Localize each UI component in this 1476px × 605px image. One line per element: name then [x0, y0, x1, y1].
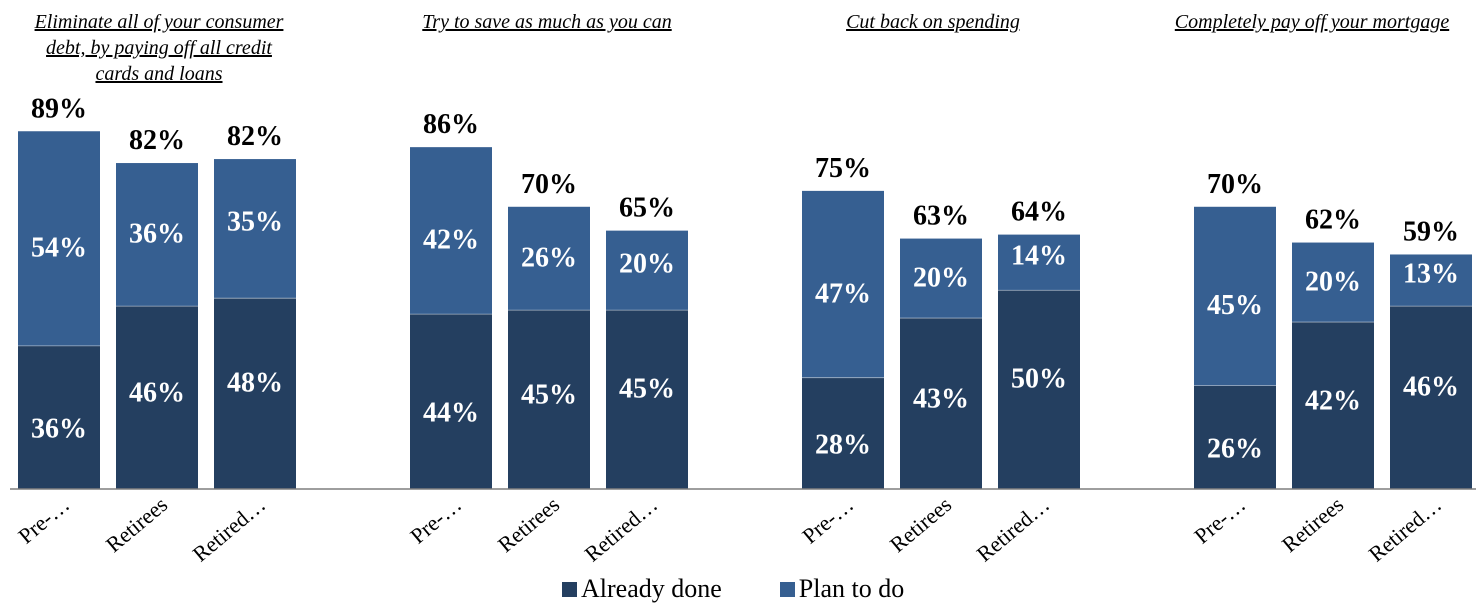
bar-plan-to-do — [18, 131, 100, 346]
data-label-already-done: 45% — [521, 380, 577, 411]
bar-already-done — [1292, 322, 1374, 489]
group-title-3-line-1: Cut back on spending — [846, 11, 1020, 33]
category-tick-label: Retired… — [1364, 492, 1447, 567]
data-label-already-done: 44% — [423, 398, 479, 429]
bar-plan-to-do — [410, 147, 492, 315]
bar-already-done — [1390, 306, 1472, 489]
data-label-total: 63% — [913, 201, 969, 232]
data-label-already-done: 26% — [1207, 433, 1263, 464]
data-label-already-done: 43% — [913, 384, 969, 415]
bar-already-done — [18, 345, 100, 489]
data-label-already-done: 50% — [1011, 364, 1067, 395]
data-label-plan-to-do: 42% — [423, 225, 479, 256]
bar-already-done — [900, 318, 982, 489]
data-label-already-done: 36% — [31, 413, 87, 444]
bar-plan-to-do — [802, 190, 884, 378]
category-tick-label: Retirees — [1277, 492, 1348, 557]
data-label-plan-to-do: 54% — [31, 233, 87, 264]
data-label-already-done: 42% — [1305, 386, 1361, 417]
data-label-total: 65% — [619, 193, 675, 224]
data-label-plan-to-do: 14% — [1011, 240, 1067, 271]
data-label-total: 86% — [423, 109, 479, 140]
data-label-already-done: 45% — [619, 374, 675, 405]
data-label-total: 62% — [1305, 205, 1361, 236]
bar-plan-to-do — [1194, 206, 1276, 386]
bar-plan-to-do — [900, 238, 982, 319]
bar-plan-to-do — [998, 234, 1080, 291]
data-label-plan-to-do: 45% — [1207, 290, 1263, 321]
bar-plan-to-do — [1292, 242, 1374, 323]
data-label-total: 70% — [521, 169, 577, 200]
data-label-total: 82% — [129, 125, 185, 156]
data-label-already-done: 28% — [815, 429, 871, 460]
group-title-1-line-2: debt, by paying off all credit — [46, 37, 272, 59]
category-tick-label: Retirees — [493, 492, 564, 557]
category-tick-label: Pre-… — [405, 492, 466, 549]
legend-label-plan-to-do: Plan to do — [798, 574, 905, 603]
data-label-plan-to-do: 20% — [619, 248, 675, 279]
bar-already-done — [214, 298, 296, 489]
category-tick-label: Retired… — [972, 492, 1055, 567]
data-label-plan-to-do: 36% — [129, 219, 185, 250]
legend-item-already-done: Already done — [562, 574, 722, 604]
group-title-1-line-1: Eliminate all of your consumer — [34, 11, 284, 33]
data-label-total: 64% — [1011, 197, 1067, 228]
category-tick-label: Retired… — [580, 492, 663, 567]
bar-plan-to-do — [1390, 254, 1472, 307]
bar-plan-to-do — [508, 206, 590, 311]
bar-plan-to-do — [116, 163, 198, 307]
data-label-total: 59% — [1403, 216, 1459, 247]
bar-already-done — [116, 306, 198, 489]
data-label-plan-to-do: 26% — [521, 242, 577, 273]
data-label-plan-to-do: 20% — [913, 262, 969, 293]
data-label-total: 89% — [31, 93, 87, 124]
legend-swatch-already-done — [562, 581, 577, 597]
data-label-total: 70% — [1207, 169, 1263, 200]
bar-plan-to-do — [606, 230, 688, 311]
bar-already-done — [508, 310, 590, 489]
data-label-plan-to-do: 35% — [227, 207, 283, 238]
legend-item-plan-to-do: Plan to do — [779, 574, 905, 604]
group-title-4-line-1: Completely pay off your mortgage — [1175, 11, 1450, 33]
category-tick-label: Pre-… — [1189, 492, 1250, 549]
data-label-already-done: 48% — [227, 368, 283, 399]
category-tick-label: Pre-… — [797, 492, 858, 549]
group-title-1-line-3: cards and loans — [95, 63, 222, 85]
data-label-plan-to-do: 20% — [1305, 266, 1361, 297]
bar-already-done — [998, 290, 1080, 489]
chart-legend: Already done Plan to do — [562, 574, 962, 604]
data-label-plan-to-do: 13% — [1403, 258, 1459, 289]
bar-already-done — [802, 377, 884, 489]
legend-swatch-plan-to-do — [779, 581, 795, 597]
category-tick-label: Retirees — [885, 492, 956, 557]
category-tick-label: Pre-… — [13, 492, 74, 549]
data-label-already-done: 46% — [1403, 372, 1459, 403]
category-tick-label: Retirees — [101, 492, 172, 557]
bar-already-done — [410, 314, 492, 489]
bar-already-done — [1194, 385, 1276, 489]
legend-label-already-done: Already done — [581, 574, 722, 603]
data-label-total: 82% — [227, 121, 283, 152]
data-label-total: 75% — [815, 153, 871, 184]
group-title-2-line-1: Try to save as much as you can — [422, 11, 671, 33]
category-tick-label: Retired… — [188, 492, 271, 567]
bar-already-done — [606, 310, 688, 489]
data-label-plan-to-do: 47% — [815, 278, 871, 309]
data-label-already-done: 46% — [129, 378, 185, 409]
bar-plan-to-do — [214, 159, 296, 299]
